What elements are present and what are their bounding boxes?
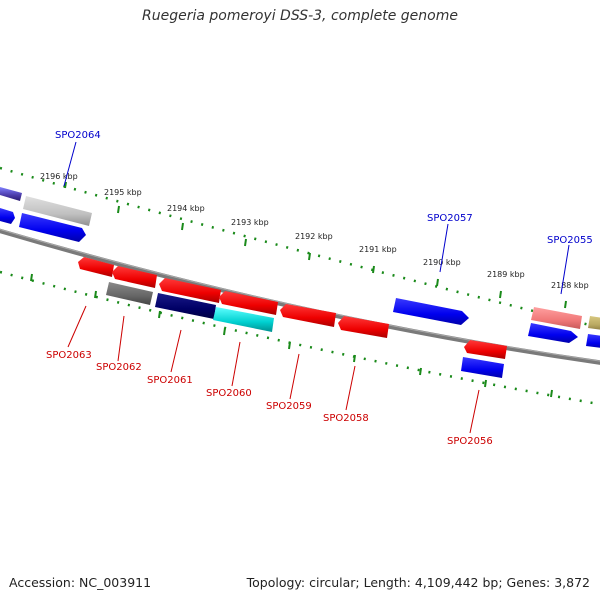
gene-label-spo2061[interactable]: SPO2061 xyxy=(147,375,193,386)
gene-label-spo2063[interactable]: SPO2063 xyxy=(46,350,92,361)
gene-reverse[interactable] xyxy=(461,357,504,378)
gene-reverse[interactable] xyxy=(106,282,153,305)
gene-forward[interactable] xyxy=(588,316,600,331)
gene-label-spo2064[interactable]: SPO2064 xyxy=(55,130,101,141)
gene-label-spo2060[interactable]: SPO2060 xyxy=(206,388,252,399)
tick-label: 2195 kbp xyxy=(104,188,142,197)
gene-reverse[interactable] xyxy=(78,257,114,277)
gene-forward[interactable] xyxy=(531,307,582,329)
gene-label-spo2055[interactable]: SPO2055 xyxy=(547,235,593,246)
forward-label-leaders xyxy=(63,141,570,295)
tick-label: 2188 kbp xyxy=(551,281,589,290)
map-title: Ruegeria pomeroyi DSS-3, complete genome xyxy=(142,8,458,24)
gene-reverse[interactable] xyxy=(159,278,221,303)
tick-label: 2193 kbp xyxy=(231,218,269,227)
gene-forward[interactable] xyxy=(0,187,22,201)
gene-reverse[interactable] xyxy=(155,293,216,319)
reverse-label-leaders xyxy=(67,305,480,434)
gene-reverse[interactable] xyxy=(213,307,274,332)
gene-reverse[interactable] xyxy=(112,266,157,288)
gene-forward[interactable] xyxy=(528,323,578,343)
gene-reverse[interactable] xyxy=(219,291,278,315)
gene-label-spo2056[interactable]: SPO2056 xyxy=(447,436,493,447)
tick-label: 2191 kbp xyxy=(359,245,397,254)
outer-major-ticks xyxy=(64,181,567,309)
gene-reverse[interactable] xyxy=(280,304,336,327)
gene-label-spo2058[interactable]: SPO2058 xyxy=(323,413,369,424)
tick-label: 2196 kbp xyxy=(40,172,78,181)
gene-forward[interactable] xyxy=(393,298,469,325)
gene-reverse[interactable] xyxy=(464,340,507,359)
inner-major-ticks xyxy=(30,273,553,398)
tick-label: 2189 kbp xyxy=(487,270,525,279)
genome-backbone xyxy=(0,228,600,365)
gene-reverse[interactable] xyxy=(338,316,389,338)
outer-tick-ring xyxy=(0,166,600,329)
gene-forward[interactable] xyxy=(23,196,92,226)
gene-forward[interactable] xyxy=(19,213,86,242)
gene-label-spo2062[interactable]: SPO2062 xyxy=(96,362,142,373)
inner-tick-ring xyxy=(0,270,600,406)
tick-label: 2192 kbp xyxy=(295,232,333,241)
gene-label-spo2059[interactable]: SPO2059 xyxy=(266,401,312,412)
genome-summary-text: Topology: circular; Length: 4,109,442 bp… xyxy=(246,575,590,590)
gene-forward[interactable] xyxy=(0,208,15,224)
tick-label: 2194 kbp xyxy=(167,204,205,213)
gene-forward[interactable] xyxy=(586,334,600,349)
gene-label-spo2057[interactable]: SPO2057 xyxy=(427,213,473,224)
accession-text: Accession: NC_003911 xyxy=(9,575,152,590)
